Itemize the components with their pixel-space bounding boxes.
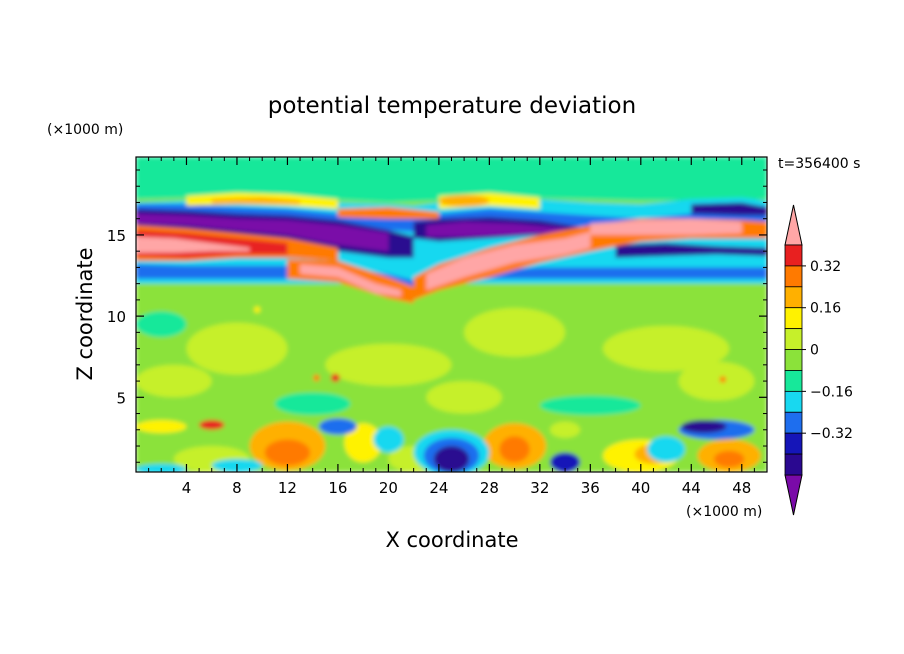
field-small-blob — [253, 306, 261, 313]
field-low-warm-blob — [199, 420, 225, 430]
field-low-warm-blob — [264, 439, 311, 466]
field-low-warm-blob — [344, 423, 383, 463]
x-tick-label: 8 — [232, 479, 242, 497]
field-upper-teal — [136, 157, 767, 203]
field-low-cool-blob — [549, 452, 581, 472]
field-orange-top-left — [211, 197, 301, 205]
field-mid-teal-patch — [136, 311, 187, 338]
field-low-warm-blob — [713, 450, 745, 468]
field-pink-ridge — [426, 231, 591, 291]
x-tick-label: 12 — [278, 479, 297, 497]
colorbar-box — [784, 265, 803, 288]
field-small-blob — [719, 376, 726, 383]
field-small-blob — [330, 373, 340, 382]
field-low-warm-blob — [499, 436, 530, 463]
x-tick-label: 20 — [379, 479, 398, 497]
field-pink-dip — [300, 264, 401, 297]
field-mid-patch — [464, 308, 566, 357]
field-small-blob — [313, 374, 320, 382]
field-pink-left — [136, 236, 250, 253]
field-dark-band-top-right — [691, 202, 767, 216]
field-mid-patch — [186, 322, 288, 375]
heatmap-field — [136, 157, 767, 472]
x-tick-label: 40 — [631, 479, 650, 497]
field-purple-band-mid — [426, 221, 566, 237]
field-low-cool-blob — [373, 426, 404, 453]
field-mid-teal-patch — [274, 392, 351, 416]
x-tick-label: 44 — [682, 479, 701, 497]
field-mid-patch — [602, 325, 730, 372]
x-tick-label: 32 — [530, 479, 549, 497]
x-tick-label: 28 — [480, 479, 499, 497]
x-tick-label: 16 — [328, 479, 347, 497]
colorbar-box — [784, 390, 803, 413]
field-dark-band-right — [615, 243, 767, 258]
field-orange-ridge — [413, 218, 767, 300]
field-mid-patch — [426, 381, 502, 414]
y-ticks: 5 10 15 — [107, 169, 767, 463]
field-low-cool-blob — [433, 446, 470, 472]
colorbar-extend-low — [784, 474, 803, 516]
chart-title: potential temperature deviation — [268, 93, 636, 119]
y-tick-label: 10 — [107, 308, 126, 326]
y-tick-label: 15 — [107, 227, 126, 245]
colorbar-box — [784, 432, 803, 455]
x-tick-label: 4 — [182, 479, 192, 497]
field-mid-patch — [678, 361, 755, 401]
y-axis-unit: (×1000 m) — [47, 122, 123, 138]
colorbar-box — [784, 453, 803, 476]
colorbar — [784, 204, 803, 516]
colorbar-label: 0.16 — [810, 301, 841, 317]
time-label: t=356400 s — [778, 156, 860, 172]
colorbar-extend-high — [784, 204, 803, 246]
colorbar-box — [784, 307, 803, 330]
field-low-cool-blob — [647, 436, 685, 463]
colorbar-box — [784, 370, 803, 392]
field-mid-patch — [136, 364, 212, 398]
x-tick-label: 24 — [429, 479, 448, 497]
colorbar-box — [784, 286, 803, 309]
colorbar-label: 0 — [810, 343, 819, 359]
field-orange-top-mid — [337, 207, 439, 219]
field-mid-patch — [325, 343, 452, 386]
x-axis-label: X coordinate — [385, 528, 518, 552]
colorbar-box — [784, 244, 803, 267]
x-tick-label: 36 — [581, 479, 600, 497]
field-shapes — [136, 157, 767, 472]
field-mid-teal-patch — [539, 395, 641, 416]
colorbar-box — [784, 328, 803, 350]
field-low-warm-blob — [549, 421, 581, 438]
field-low-warm-blob — [136, 420, 187, 434]
field-low-cool-blob — [318, 418, 357, 435]
y-tick-label: 5 — [116, 389, 126, 407]
y-axis-label: Z coordinate — [73, 247, 97, 380]
x-axis-unit: (×1000 m) — [686, 504, 762, 520]
x-ticks: 4 8 12 16 20 24 28 32 36 40 44 48 — [148, 157, 755, 497]
colorbar-box — [784, 411, 803, 434]
field-orange-top-blob — [438, 195, 490, 207]
field-low-cool-blob — [681, 420, 727, 434]
colorbar-label: 0.32 — [810, 259, 841, 275]
field-pink-right — [590, 218, 742, 235]
colorbar-label: −0.32 — [810, 426, 853, 442]
colorbar-labels: 0.32 0.16 0 −0.16 −0.32 — [802, 259, 853, 442]
colorbar-box — [784, 349, 803, 371]
x-tick-label: 48 — [732, 479, 751, 497]
field-purple-band-left — [136, 213, 389, 252]
colorbar-label: −0.16 — [810, 384, 853, 400]
